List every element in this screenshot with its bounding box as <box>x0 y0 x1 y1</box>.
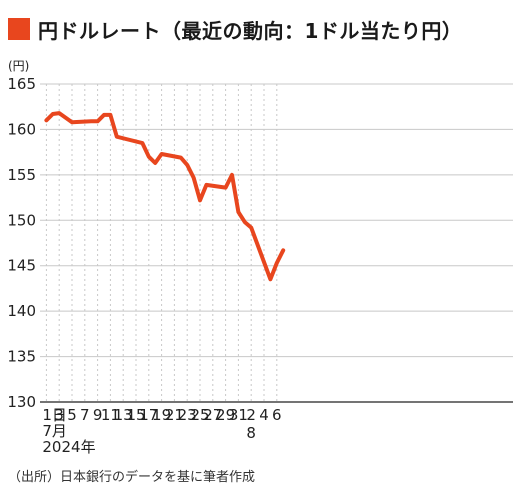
x-tick-label: 11 <box>101 406 120 424</box>
y-tick-label: 135 <box>7 348 36 366</box>
chart-title: 円ドルレート（最近の動向：1ドル当たり円） <box>8 14 462 44</box>
y-tick-label: 140 <box>7 302 36 320</box>
x-tick-label: 15 <box>126 406 145 424</box>
x-tick-label: 2 <box>246 406 256 424</box>
x-tick-label: 5 <box>67 406 77 424</box>
x-tick-label: 29 <box>216 406 235 424</box>
x-start-label: 2024年 <box>42 438 95 456</box>
x-tick-label: 31 <box>229 406 248 424</box>
x-tick-label: 25 <box>190 406 209 424</box>
x-start-label: 7月 <box>42 422 67 440</box>
series-line <box>44 111 286 282</box>
y-tick-label: 155 <box>7 166 36 184</box>
chart-title-text: 円ドルレート（最近の動向：1ドル当たり円） <box>38 18 463 43</box>
x-tick-label: 4 <box>259 406 269 424</box>
source-note: （出所）日本銀行のデータを基に筆者作成 <box>8 470 256 485</box>
y-tick-label: 160 <box>7 120 36 138</box>
x-tick-label: 21 <box>165 406 184 424</box>
title-marker-square <box>8 18 30 40</box>
x-tick-label: 19 <box>152 406 171 424</box>
x-tick-label: 9 <box>93 406 103 424</box>
y-tick-label: 165 <box>7 75 36 93</box>
y-axis-unit-label: (円) <box>8 59 29 73</box>
x-tick-label: 6 <box>272 406 282 424</box>
x-month-label: 8 <box>246 424 256 442</box>
x-start-label: 1日 <box>42 406 67 424</box>
x-tick-label: 17 <box>139 406 158 424</box>
x-tick-label: 3 <box>54 406 64 424</box>
x-tick-label: 13 <box>114 406 133 424</box>
y-tick-label: 150 <box>7 211 36 229</box>
x-tick-label: 27 <box>203 406 222 424</box>
y-tick-label: 130 <box>7 393 36 411</box>
x-tick-label: 7 <box>80 406 90 424</box>
y-tick-label: 145 <box>7 257 36 275</box>
x-tick-label: 23 <box>178 406 197 424</box>
